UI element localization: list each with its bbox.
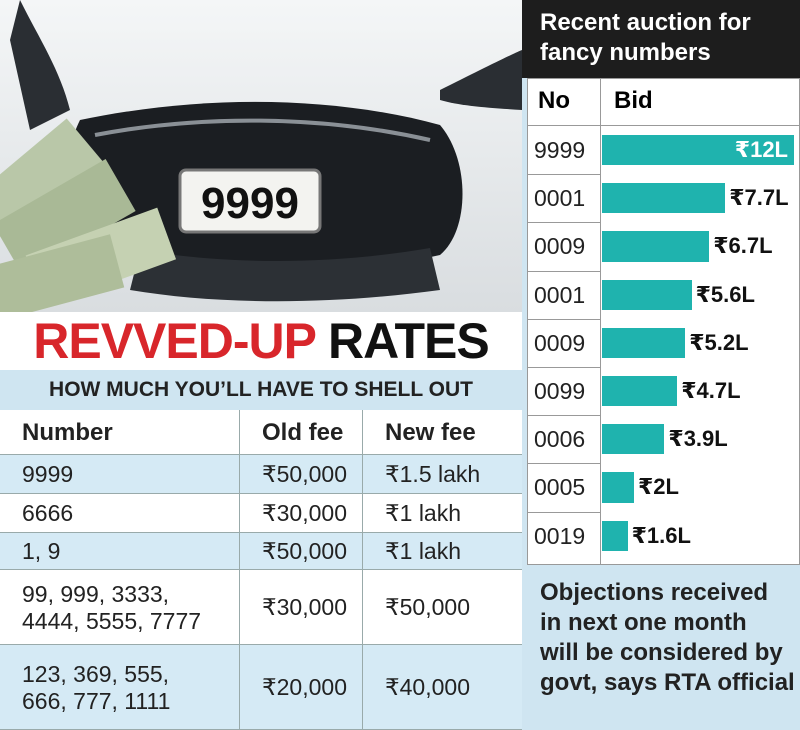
category-label: 0009 (534, 233, 586, 260)
value-label: ₹6.7L (713, 233, 773, 259)
table-cell: 9999 (0, 455, 240, 494)
headline-red: REVVED-UP (33, 313, 316, 369)
subheadline: HOW MUCH YOU’LL HAVE TO SHELL OUT (0, 370, 522, 410)
row-rule (528, 415, 600, 417)
bar (602, 424, 665, 455)
bar-chart: No Bid 9999 ₹12L 0001 ₹7.7L 0009 ₹6.7L 0001 ₹5.6L… (527, 78, 800, 565)
bar (602, 231, 710, 262)
table-cell: ₹1 lakh (385, 500, 462, 526)
column-header: New fee (385, 419, 476, 446)
value-label: ₹5.6L (695, 281, 755, 307)
bar (602, 376, 678, 407)
plate-text: 9999 (201, 179, 299, 228)
column-header: Number (0, 410, 240, 455)
category-label: 0006 (534, 426, 586, 453)
value-label: ₹7.7L (729, 185, 789, 211)
bar (602, 472, 634, 503)
auction-panel: Recent auction for fancy numbers No Bid 99… (522, 0, 800, 730)
table-row (0, 533, 522, 570)
category-label: 0019 (534, 522, 586, 549)
bar (602, 135, 794, 166)
table-cell: ₹20,000 (240, 645, 363, 730)
column-header: Bid (614, 87, 653, 114)
value-label: ₹12L (734, 137, 788, 162)
table-cell: ₹50,000 (240, 533, 363, 570)
category-label: 0001 (534, 185, 586, 212)
table-cell: 1, 9 (0, 533, 240, 570)
bar (602, 183, 726, 214)
table-cell: ₹40,000 (385, 674, 470, 700)
value-label: ₹1.6L (631, 522, 691, 548)
fee-table: Number Old fee New fee 9999 ₹50,000 ₹1.5 lakh… (0, 410, 522, 730)
headline: REVVED-UP RATES (0, 312, 522, 370)
table-cell: 99, 999, 3333, 4444, 5555, 7777 (0, 570, 240, 645)
category-label: 0009 (534, 329, 586, 356)
row-rule (528, 222, 600, 224)
table-row (0, 455, 522, 494)
table-row (0, 410, 522, 455)
row-rule (528, 270, 600, 272)
headline-black: RATES (327, 313, 490, 369)
value-label: ₹4.7L (681, 378, 741, 403)
table-row (0, 494, 522, 533)
value-label: ₹5.2L (689, 329, 749, 355)
category-label: 0099 (534, 378, 586, 404)
row-rule (528, 463, 600, 465)
table-cell: ₹1 lakh (385, 538, 462, 564)
table-row (0, 645, 522, 730)
table-cell: ₹30,000 (240, 494, 363, 533)
category-label: 9999 (534, 137, 586, 163)
table-cell: 123, 369, 555, 666, 777, 1111 (0, 645, 240, 730)
table-cell: ₹50,000 (240, 455, 363, 494)
chart-title: Recent auction for fancy numbers (522, 0, 800, 78)
table-row (0, 570, 522, 645)
row-rule (528, 174, 600, 176)
cash-notes (0, 118, 177, 312)
category-label: 0001 (534, 281, 586, 308)
bar (602, 520, 628, 551)
table-cell: ₹1.5 lakh (385, 461, 481, 487)
table-cell: ₹50,000 (385, 594, 470, 620)
value-label: ₹3.9L (668, 426, 728, 452)
category-label: 0005 (534, 474, 586, 501)
bar (602, 279, 692, 310)
header-rule (528, 125, 799, 126)
table-cell: 6666 (0, 494, 240, 533)
row-rule (528, 318, 600, 320)
bar (602, 327, 686, 358)
car-photo: 9999 (0, 0, 522, 312)
column-header: No (538, 87, 570, 114)
column-divider (600, 79, 601, 564)
row-rule (528, 367, 600, 368)
column-header: Old fee (240, 410, 363, 455)
value-label: ₹2L (638, 474, 679, 500)
number-plate (178, 168, 322, 234)
note: Objections received in next one month wi… (540, 579, 795, 696)
table-cell: ₹30,000 (240, 570, 363, 645)
row-rule (528, 511, 600, 513)
